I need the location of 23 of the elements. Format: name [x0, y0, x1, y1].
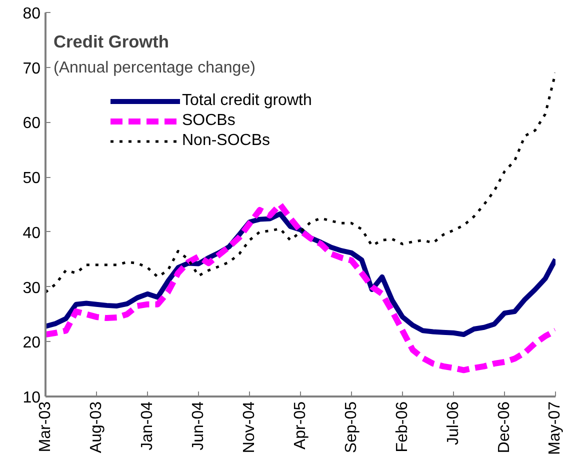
y-tick-label: 50	[22, 170, 41, 188]
legend-label: Non-SOCBs	[182, 132, 270, 150]
y-tick-label: 70	[22, 60, 41, 78]
y-tick-label: 20	[22, 334, 41, 352]
legend-label: Total credit growth	[182, 92, 312, 110]
y-tick-label: 80	[22, 6, 41, 22]
text: (Annual percentage change)	[54, 60, 256, 76]
legend-label: SOCBs	[182, 112, 236, 130]
y-tick-label: 40	[22, 224, 41, 242]
x-tick-label: Mar-03	[37, 401, 54, 452]
x-tick-label: Jun-04	[190, 401, 207, 450]
x-tick-label: Jan-04	[139, 401, 156, 450]
x-tick-label: Nov-04	[241, 401, 258, 454]
x-tick-label: Feb-06	[394, 401, 411, 452]
x-tick-label: Aug-03	[88, 401, 105, 454]
x-tick-label: Dec-06	[496, 401, 513, 454]
x-tick-label: Apr-05	[292, 401, 309, 450]
x-tick-label: Sep-05	[343, 401, 360, 454]
y-tick-label: 60	[22, 115, 41, 132]
x-tick-label: May-07	[546, 401, 563, 455]
y-tick-label: 30	[22, 280, 41, 297]
x-tick-label: Jul-06	[445, 401, 462, 446]
text: Credit Growth	[54, 32, 170, 52]
